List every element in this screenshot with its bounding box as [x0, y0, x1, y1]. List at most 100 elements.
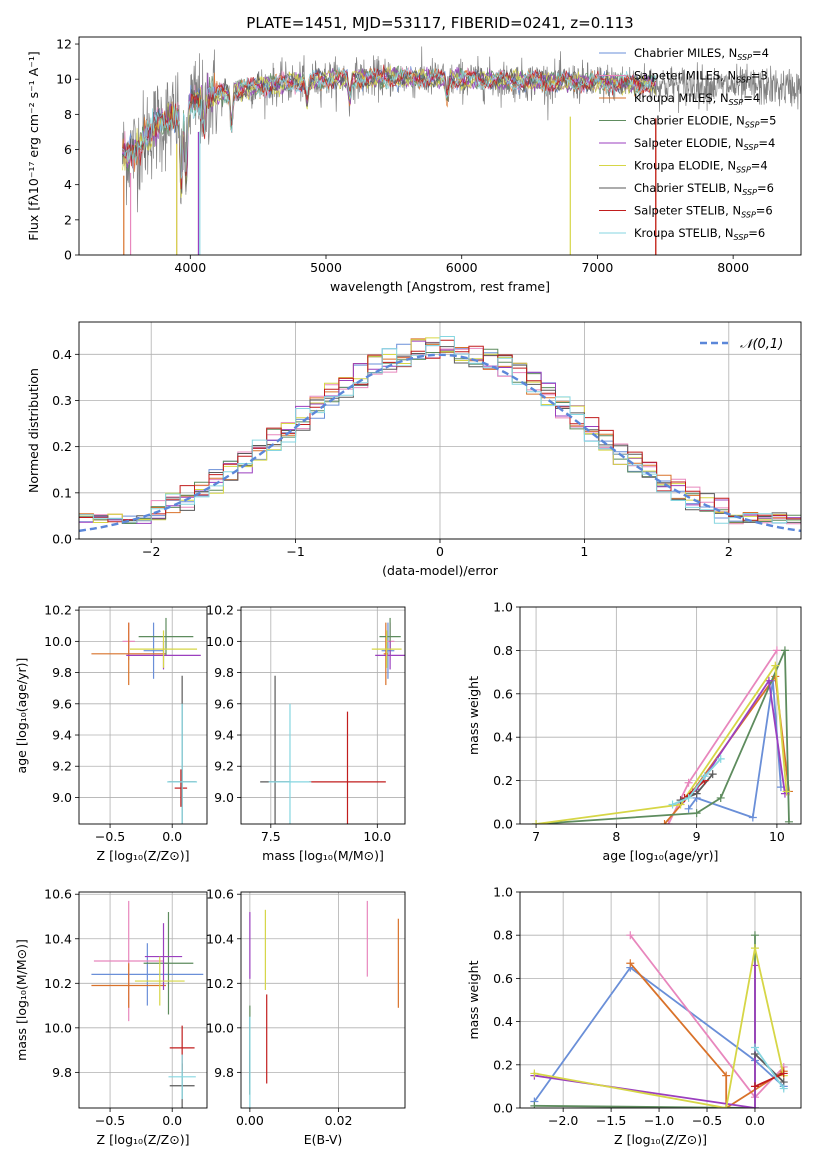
tick-label-x: 7: [532, 829, 540, 844]
x-axis-label: Z [log₁₀(Z/Z⊙)]: [97, 848, 190, 863]
y-axis-label: mass weight: [466, 960, 481, 1039]
plot-area-spectrum: [122, 46, 801, 255]
tick-label-x: 2: [725, 544, 733, 559]
mass-weight-marker: [764, 676, 773, 685]
tick-label-x: 8: [612, 829, 620, 844]
tick-label-x: 0.0: [162, 829, 182, 844]
tick-label-y: 9.4: [52, 728, 72, 743]
y-axis-label: mass weight: [466, 676, 481, 755]
tick-label-y: 9.2: [214, 759, 234, 774]
x-axis-label: mass [log₁₀(M/M⊙)]: [262, 848, 384, 863]
tick-label-y: 9.8: [52, 1065, 72, 1080]
tick-label-y: 0.6: [493, 686, 513, 701]
tick-label-y: 10.2: [206, 603, 234, 618]
tick-label-x: 7.5: [261, 829, 281, 844]
x-axis-label: (data-model)/error: [382, 563, 499, 578]
model-spectrum: [122, 67, 657, 179]
observed-spectrum: [122, 46, 801, 213]
mass-weight-marker: [692, 809, 701, 818]
tick-label-y: 0: [64, 248, 72, 263]
legend-label: Salpeter ELODIE, NSSP=4: [634, 136, 775, 152]
tick-label-y: 10.2: [44, 976, 72, 991]
tick-label-x: 0.0: [162, 1113, 182, 1128]
tick-label-x: −0.5: [95, 829, 125, 844]
mass-weight-marker: [684, 804, 693, 813]
tick-label-y: 0.2: [493, 1057, 513, 1072]
tick-label-x: 9: [693, 829, 701, 844]
legend-label: Chabrier ELODIE, NSSP=5: [634, 114, 776, 130]
legend-label: Chabrier MILES, NSSP=4: [634, 46, 769, 62]
mass-weight-marker: [660, 820, 669, 824]
axes-age_vs_Z: −0.5 0.0 9.0 9.2 9.4 9.6 9.8 10.0 10.2 Z [log₁₀(Z…: [14, 603, 208, 863]
mass-weight-marker: [684, 793, 693, 802]
mass-weight-marker: [750, 931, 759, 940]
mass-weight-marker: [692, 789, 701, 798]
mass-weight-marker: [716, 754, 725, 763]
mass-weight-line: [533, 966, 785, 1103]
tick-label-y: 1.0: [493, 885, 513, 900]
tick-label-y: 2: [64, 212, 72, 227]
tick-label-y: 0.8: [493, 643, 513, 658]
tick-label-y: 0.2: [52, 439, 72, 454]
tick-label-y: 0.2: [493, 773, 513, 788]
tick-label-y: 9.6: [214, 696, 234, 711]
tick-label-y: 0.4: [493, 1014, 513, 1029]
tick-label-y: 0.4: [493, 730, 513, 745]
tick-label-y: 9.6: [52, 696, 72, 711]
mass-weight-marker: [626, 959, 635, 968]
tick-label-x: 10: [769, 829, 785, 844]
tick-label-y: 8: [64, 107, 72, 122]
plot-area-age_vs_mass: [260, 617, 405, 824]
residual-legend: 𝒩(0,1): [700, 337, 783, 352]
mass-weight-marker: [626, 931, 635, 940]
mass-weight-marker: [771, 661, 780, 670]
mass-weight-marker: [779, 1069, 788, 1078]
normal-distribution-curve: [79, 353, 801, 533]
x-axis-label: Z [log₁₀(Z/Z⊙)]: [97, 1132, 190, 1147]
legend-label: 𝒩(0,1): [740, 337, 783, 352]
axes-frame: [78, 36, 802, 256]
axes-frame: [78, 321, 802, 540]
tick-label-y: 9.0: [214, 790, 234, 805]
model-spectrum: [122, 64, 657, 190]
plot-area-residuals: [79, 336, 801, 533]
mass-weight-marker: [782, 787, 791, 796]
axes-frame: [519, 891, 802, 1109]
mass-weight-marker: [750, 1043, 759, 1052]
x-axis-label: E(B-V): [304, 1132, 343, 1147]
tick-label-x: 7000: [582, 260, 614, 275]
tick-label-x: 0.02: [325, 1113, 353, 1128]
residual-histogram: [79, 339, 801, 523]
plot-area-mass_weight_vs_age: [532, 646, 793, 824]
mass-weight-marker: [664, 820, 673, 824]
mass-weight-marker: [772, 646, 781, 655]
mass-weight-marker: [779, 1084, 788, 1093]
mass-weight-marker: [722, 1071, 731, 1080]
x-axis-label: wavelength [Angstrom, rest frame]: [330, 279, 550, 294]
plot-area-mass_weight_vs_Z: [530, 931, 788, 1108]
residual-histogram: [79, 336, 801, 524]
tick-label-y: 12: [56, 37, 72, 52]
tick-label-y: 10.0: [44, 1020, 72, 1035]
tick-label-x: 4000: [174, 260, 206, 275]
mass-weight-marker: [530, 1101, 539, 1108]
tick-label-x: 0: [436, 544, 444, 559]
legend-label: Salpeter STELIB, NSSP=6: [634, 204, 773, 220]
tick-label-x: −1: [286, 544, 304, 559]
mass-weight-marker: [530, 1069, 539, 1078]
tick-label-x: 0.00: [236, 1113, 264, 1128]
mass-weight-marker: [780, 646, 789, 655]
plot-area-mass_vs_Z: [91, 900, 204, 1108]
mass-weight-marker: [708, 770, 717, 779]
tick-label-y: 0.0: [493, 1101, 513, 1116]
mass-weight-line: [754, 1046, 785, 1090]
tick-label-y: 9.2: [52, 759, 72, 774]
tick-label-y: 0.4: [52, 347, 72, 362]
tick-label-y: 10.0: [44, 634, 72, 649]
mass-weight-line: [534, 948, 785, 1108]
axes-frame: [240, 891, 406, 1109]
axes-mass_vs_Z: −0.5 0.0 9.8 10.0 10.2 10.4 10.6 Z [log₁₀(Z/Z⊙)…: [14, 887, 208, 1147]
axes-frame: [240, 606, 406, 825]
tick-label-y: 0.0: [493, 817, 513, 832]
mass-weight-line: [672, 758, 722, 806]
